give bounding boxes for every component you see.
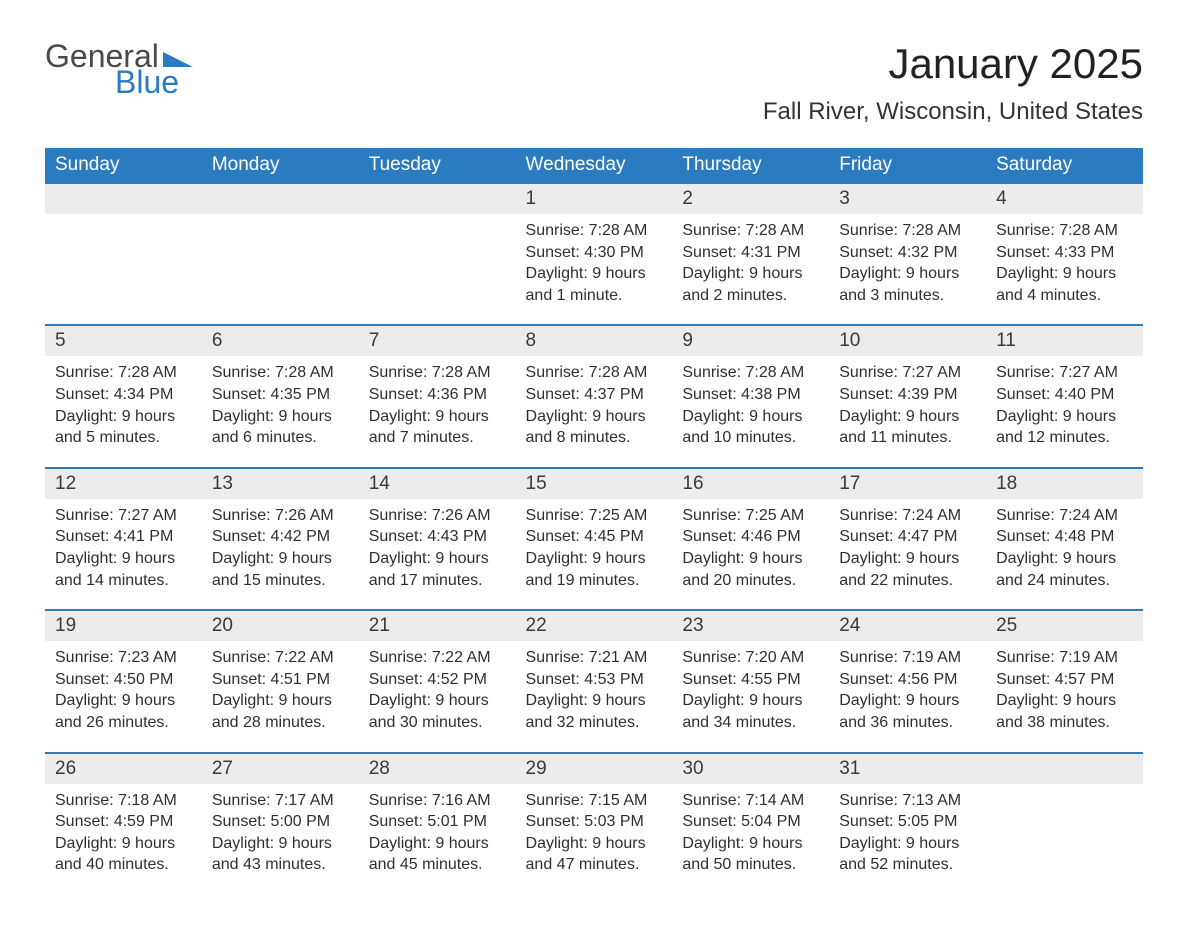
day-number-cell: 11 [986, 325, 1143, 356]
day-content-cell: Sunrise: 7:19 AMSunset: 4:57 PMDaylight:… [986, 641, 1143, 752]
weekday-header: Thursday [672, 148, 829, 183]
weekday-header: Monday [202, 148, 359, 183]
day-content-cell: Sunrise: 7:25 AMSunset: 4:45 PMDaylight:… [516, 499, 673, 610]
weekday-header: Sunday [45, 148, 202, 183]
day-number-cell: 18 [986, 468, 1143, 499]
day-number-cell: 7 [359, 325, 516, 356]
day-content-cell [45, 214, 202, 325]
logo-text-blue: Blue [115, 66, 193, 98]
day-number-cell: 3 [829, 183, 986, 214]
day-number-cell: 19 [45, 610, 202, 641]
day-content-cell: Sunrise: 7:13 AMSunset: 5:05 PMDaylight:… [829, 784, 986, 894]
day-number-cell: 4 [986, 183, 1143, 214]
day-content-cell: Sunrise: 7:19 AMSunset: 4:56 PMDaylight:… [829, 641, 986, 752]
day-content-cell: Sunrise: 7:24 AMSunset: 4:47 PMDaylight:… [829, 499, 986, 610]
day-content-cell [359, 214, 516, 325]
weekday-header-row: SundayMondayTuesdayWednesdayThursdayFrid… [45, 148, 1143, 183]
day-content-cell: Sunrise: 7:16 AMSunset: 5:01 PMDaylight:… [359, 784, 516, 894]
day-number-cell: 27 [202, 753, 359, 784]
day-number-cell [202, 183, 359, 214]
day-number-cell: 21 [359, 610, 516, 641]
day-content-cell: Sunrise: 7:18 AMSunset: 4:59 PMDaylight:… [45, 784, 202, 894]
day-number-cell: 23 [672, 610, 829, 641]
location: Fall River, Wisconsin, United States [763, 98, 1143, 126]
title-block: January 2025 Fall River, Wisconsin, Unit… [763, 40, 1143, 140]
day-number-cell: 26 [45, 753, 202, 784]
weekday-header: Friday [829, 148, 986, 183]
day-number-cell: 20 [202, 610, 359, 641]
day-number-cell: 30 [672, 753, 829, 784]
day-content-cell [202, 214, 359, 325]
day-content-cell: Sunrise: 7:23 AMSunset: 4:50 PMDaylight:… [45, 641, 202, 752]
day-content-cell: Sunrise: 7:25 AMSunset: 4:46 PMDaylight:… [672, 499, 829, 610]
month-title: January 2025 [763, 40, 1143, 88]
day-content-cell: Sunrise: 7:28 AMSunset: 4:32 PMDaylight:… [829, 214, 986, 325]
day-content-cell: Sunrise: 7:27 AMSunset: 4:39 PMDaylight:… [829, 356, 986, 467]
weekday-header: Saturday [986, 148, 1143, 183]
day-content-cell: Sunrise: 7:27 AMSunset: 4:41 PMDaylight:… [45, 499, 202, 610]
day-number-cell: 24 [829, 610, 986, 641]
day-number-cell: 8 [516, 325, 673, 356]
day-content-cell: Sunrise: 7:26 AMSunset: 4:43 PMDaylight:… [359, 499, 516, 610]
day-number-cell: 29 [516, 753, 673, 784]
day-content-cell: Sunrise: 7:28 AMSunset: 4:37 PMDaylight:… [516, 356, 673, 467]
day-number-cell: 22 [516, 610, 673, 641]
day-content-cell: Sunrise: 7:26 AMSunset: 4:42 PMDaylight:… [202, 499, 359, 610]
day-number-cell: 17 [829, 468, 986, 499]
weekday-header: Tuesday [359, 148, 516, 183]
day-number-cell: 5 [45, 325, 202, 356]
day-number-cell: 12 [45, 468, 202, 499]
calendar-table: SundayMondayTuesdayWednesdayThursdayFrid… [45, 148, 1143, 894]
logo: General Blue [45, 40, 193, 98]
day-content-cell [986, 784, 1143, 894]
day-content-cell: Sunrise: 7:22 AMSunset: 4:52 PMDaylight:… [359, 641, 516, 752]
day-content-cell: Sunrise: 7:15 AMSunset: 5:03 PMDaylight:… [516, 784, 673, 894]
day-content-cell: Sunrise: 7:21 AMSunset: 4:53 PMDaylight:… [516, 641, 673, 752]
day-number-cell [45, 183, 202, 214]
day-number-cell: 9 [672, 325, 829, 356]
header: General Blue January 2025 Fall River, Wi… [45, 40, 1143, 140]
day-content-cell: Sunrise: 7:27 AMSunset: 4:40 PMDaylight:… [986, 356, 1143, 467]
day-number-cell: 28 [359, 753, 516, 784]
day-content-cell: Sunrise: 7:28 AMSunset: 4:31 PMDaylight:… [672, 214, 829, 325]
day-content-cell: Sunrise: 7:22 AMSunset: 4:51 PMDaylight:… [202, 641, 359, 752]
day-number-cell: 13 [202, 468, 359, 499]
day-number-cell [986, 753, 1143, 784]
day-content-cell: Sunrise: 7:24 AMSunset: 4:48 PMDaylight:… [986, 499, 1143, 610]
day-number-cell: 25 [986, 610, 1143, 641]
day-number-cell: 2 [672, 183, 829, 214]
day-number-cell: 10 [829, 325, 986, 356]
weekday-header: Wednesday [516, 148, 673, 183]
day-content-cell: Sunrise: 7:28 AMSunset: 4:30 PMDaylight:… [516, 214, 673, 325]
day-number-cell: 1 [516, 183, 673, 214]
day-content-cell: Sunrise: 7:20 AMSunset: 4:55 PMDaylight:… [672, 641, 829, 752]
day-number-cell: 14 [359, 468, 516, 499]
day-content-cell: Sunrise: 7:28 AMSunset: 4:36 PMDaylight:… [359, 356, 516, 467]
day-content-cell: Sunrise: 7:14 AMSunset: 5:04 PMDaylight:… [672, 784, 829, 894]
day-number-cell: 31 [829, 753, 986, 784]
day-content-cell: Sunrise: 7:28 AMSunset: 4:33 PMDaylight:… [986, 214, 1143, 325]
day-content-cell: Sunrise: 7:28 AMSunset: 4:38 PMDaylight:… [672, 356, 829, 467]
day-content-cell: Sunrise: 7:28 AMSunset: 4:34 PMDaylight:… [45, 356, 202, 467]
day-number-cell: 15 [516, 468, 673, 499]
day-number-cell: 16 [672, 468, 829, 499]
day-number-cell [359, 183, 516, 214]
day-number-cell: 6 [202, 325, 359, 356]
day-content-cell: Sunrise: 7:28 AMSunset: 4:35 PMDaylight:… [202, 356, 359, 467]
day-content-cell: Sunrise: 7:17 AMSunset: 5:00 PMDaylight:… [202, 784, 359, 894]
